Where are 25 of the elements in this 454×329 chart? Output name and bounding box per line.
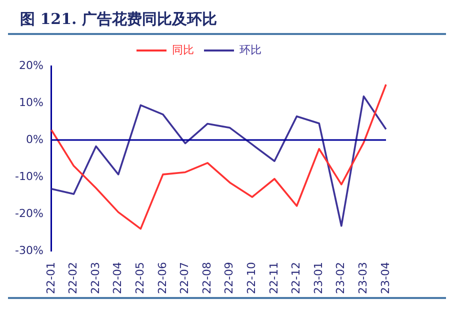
x-tick-label: 22-12 — [290, 262, 303, 294]
y-tick-label: 0% — [26, 132, 44, 146]
x-tick-label: 22-09 — [222, 262, 236, 294]
x-tick-label: 23-03 — [356, 262, 370, 294]
x-tick-label: 23-02 — [334, 262, 348, 294]
y-tick-label: -30% — [14, 244, 44, 257]
legend-label: 环比 — [240, 43, 262, 56]
x-tick-label: 22-03 — [88, 262, 102, 294]
y-tick-label: 10% — [18, 96, 44, 109]
x-tick-label: 22-11 — [267, 262, 280, 294]
x-tick-label: 23-01 — [312, 262, 325, 294]
x-tick-label: 22-04 — [111, 262, 124, 294]
x-tick-label: 23-04 — [378, 262, 392, 294]
y-tick-label: 20% — [18, 58, 44, 72]
chart-title: 图 121. 广告花费同比及环比 — [8, 8, 446, 35]
x-tick-label: 22-01 — [44, 262, 58, 294]
x-tick-label: 22-05 — [134, 262, 146, 294]
x-tick-label: 22-02 — [66, 262, 80, 294]
legend-label: 同比 — [172, 43, 194, 56]
x-tick-label: 22-07 — [178, 262, 192, 294]
x-tick-label: 22-06 — [156, 262, 169, 294]
x-tick-label: 22-10 — [245, 262, 258, 294]
y-tick-label: -20% — [14, 206, 44, 220]
x-tick-label: 22-08 — [200, 262, 214, 294]
y-tick-label: -10% — [14, 170, 44, 183]
